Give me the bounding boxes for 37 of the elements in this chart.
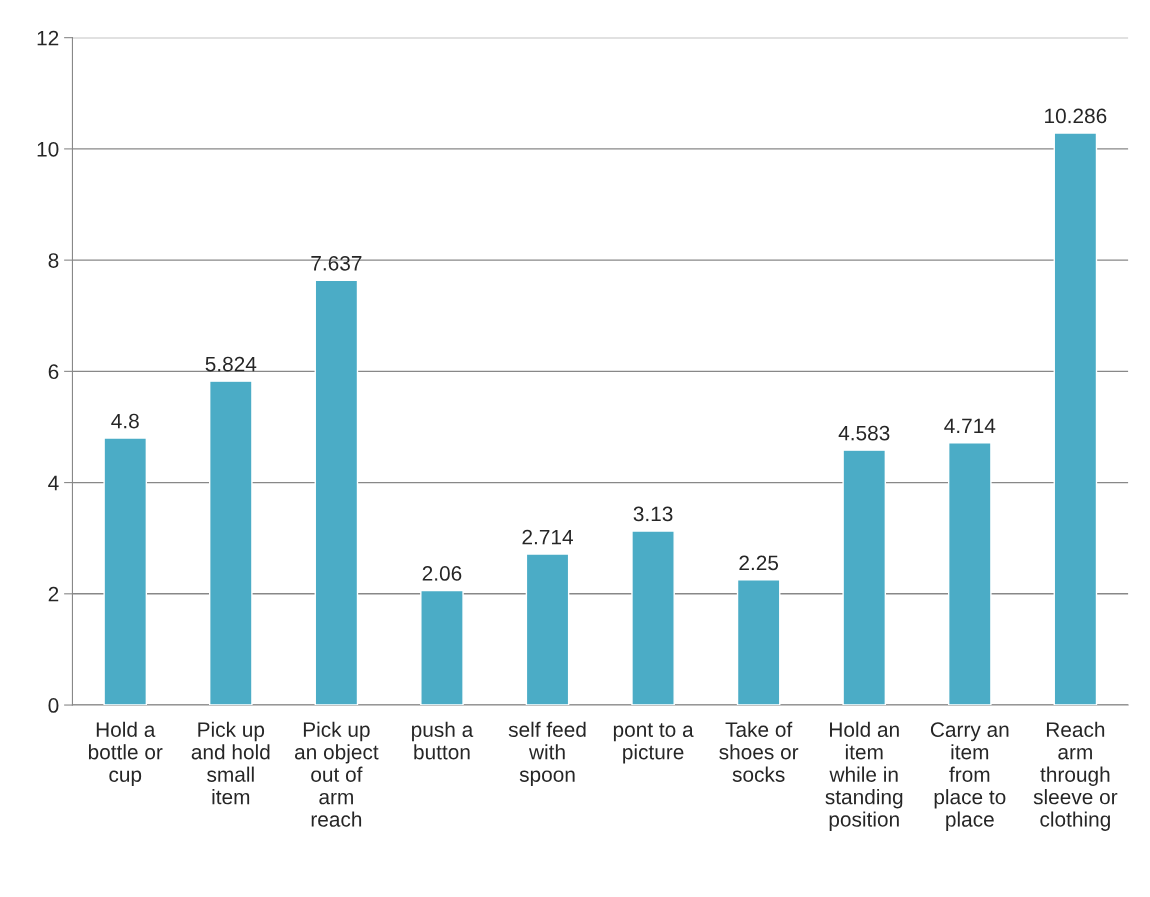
- data-label: 2.25: [739, 555, 779, 571]
- data-label: 2.06: [422, 566, 462, 581]
- bar: [947, 442, 992, 706]
- data-label: 4.583: [838, 425, 890, 441]
- x-tick-label: Hold a bottle or cup: [88, 721, 163, 787]
- y-tick-label: 10: [37, 141, 59, 157]
- x-tick-label: Pick up and hold small item: [191, 721, 270, 805]
- bar: [103, 437, 148, 706]
- bar: [314, 279, 359, 706]
- data-label: 3.13: [633, 506, 673, 522]
- x-tick-label: Reach arm through sleeve or clothing: [1033, 721, 1118, 831]
- x-tick-label: push a button: [412, 721, 474, 760]
- y-tick-label: 12: [37, 30, 59, 46]
- x-tick-label: Take of shoes or socks: [719, 721, 799, 782]
- data-label: 7.637: [311, 255, 362, 271]
- y-tick-label: 2: [48, 586, 59, 602]
- x-tick-label: Pick up an object out of arm reach: [294, 721, 379, 827]
- data-label: 10.286: [1045, 108, 1107, 124]
- x-tick-label: Carry an item from place to place: [930, 722, 1009, 831]
- x-tick-label: self feed with spoon: [508, 721, 586, 787]
- bar: [420, 589, 464, 706]
- x-tick-label: Hold an item while in standing position: [825, 721, 903, 831]
- x-tick-label: pont to a picture: [613, 723, 694, 764]
- bar: [1053, 132, 1098, 706]
- bar: [208, 380, 253, 706]
- bar: [842, 449, 887, 706]
- y-tick-label: 4: [48, 475, 59, 491]
- y-tick-label: 0: [48, 698, 59, 713]
- data-label: 4.714: [944, 418, 996, 433]
- bar: [631, 530, 675, 706]
- data-label: 5.824: [205, 356, 257, 372]
- bar: [525, 553, 570, 706]
- data-label: 4.8: [111, 413, 139, 429]
- y-tick-label: 8: [48, 253, 59, 268]
- bar: [736, 579, 781, 706]
- data-label: 2.714: [522, 529, 573, 545]
- y-tick-label: 6: [48, 364, 59, 380]
